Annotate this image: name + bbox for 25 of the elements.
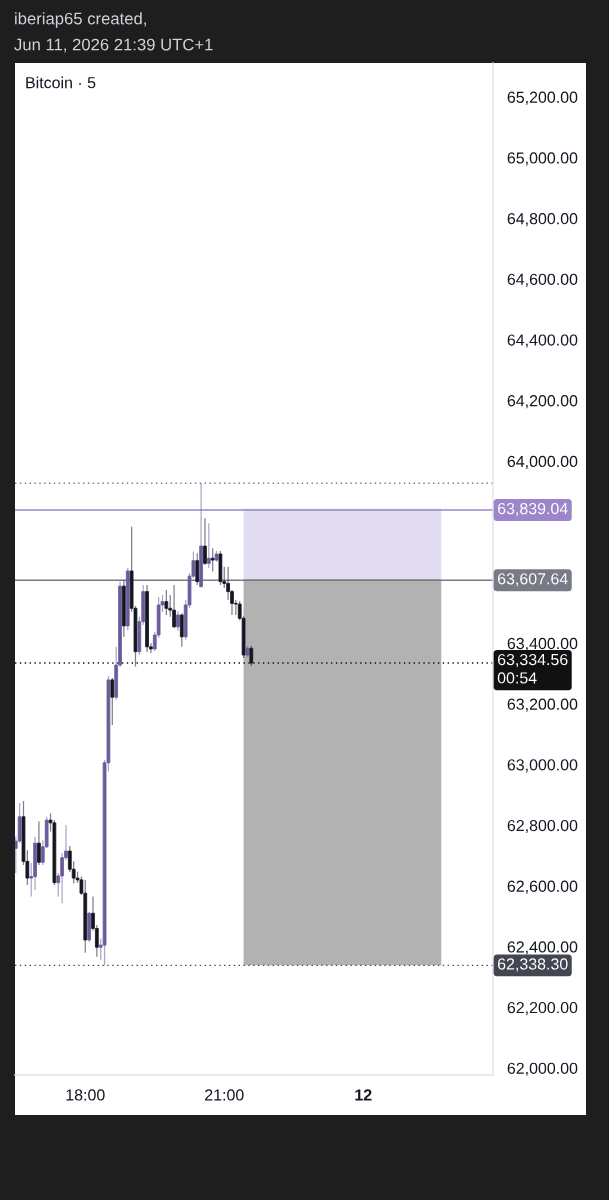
x-tick-label: 12 xyxy=(355,1089,372,1101)
y-tick-label: 62,200.00 xyxy=(507,1001,578,1016)
y-tick-label: 63,400.00 xyxy=(507,637,578,652)
ref-line-label: 63,839.04 xyxy=(497,502,568,517)
y-tick-label: 62,400.00 xyxy=(507,941,578,955)
y-tick-label: 63,000.00 xyxy=(507,759,578,773)
y-tick-label: 65,000.00 xyxy=(507,152,578,166)
y-tick-label: 63,200.00 xyxy=(507,698,578,712)
y-tick-label: 64,000.00 xyxy=(507,455,578,469)
y-tick-label: 62,800.00 xyxy=(507,819,578,834)
ref-line-label: 62,338.30 xyxy=(497,958,568,972)
y-tick-label: 64,200.00 xyxy=(507,395,578,409)
x-tick-label: 18:00 xyxy=(66,1089,105,1101)
text: Bitcoin · 5 xyxy=(26,76,96,89)
x-tick-label: 21:00 xyxy=(205,1089,244,1101)
y-tick-label: 65,200.00 xyxy=(507,91,578,105)
ref-line-label: 63,334.56 00:54 xyxy=(497,653,568,684)
y-tick-label: 62,000.00 xyxy=(507,1062,578,1076)
y-tick-label: 64,600.00 xyxy=(507,273,578,287)
text: iberiap65 created, xyxy=(15,12,146,28)
ref-line-label: 63,607.64 xyxy=(497,573,568,587)
y-tick-label: 62,600.00 xyxy=(507,880,578,894)
y-tick-label: 64,800.00 xyxy=(507,213,578,227)
y-tick-label: 64,400.00 xyxy=(507,334,578,348)
text: Jun 11, 2026 21:39 UTC+1 xyxy=(14,38,213,53)
